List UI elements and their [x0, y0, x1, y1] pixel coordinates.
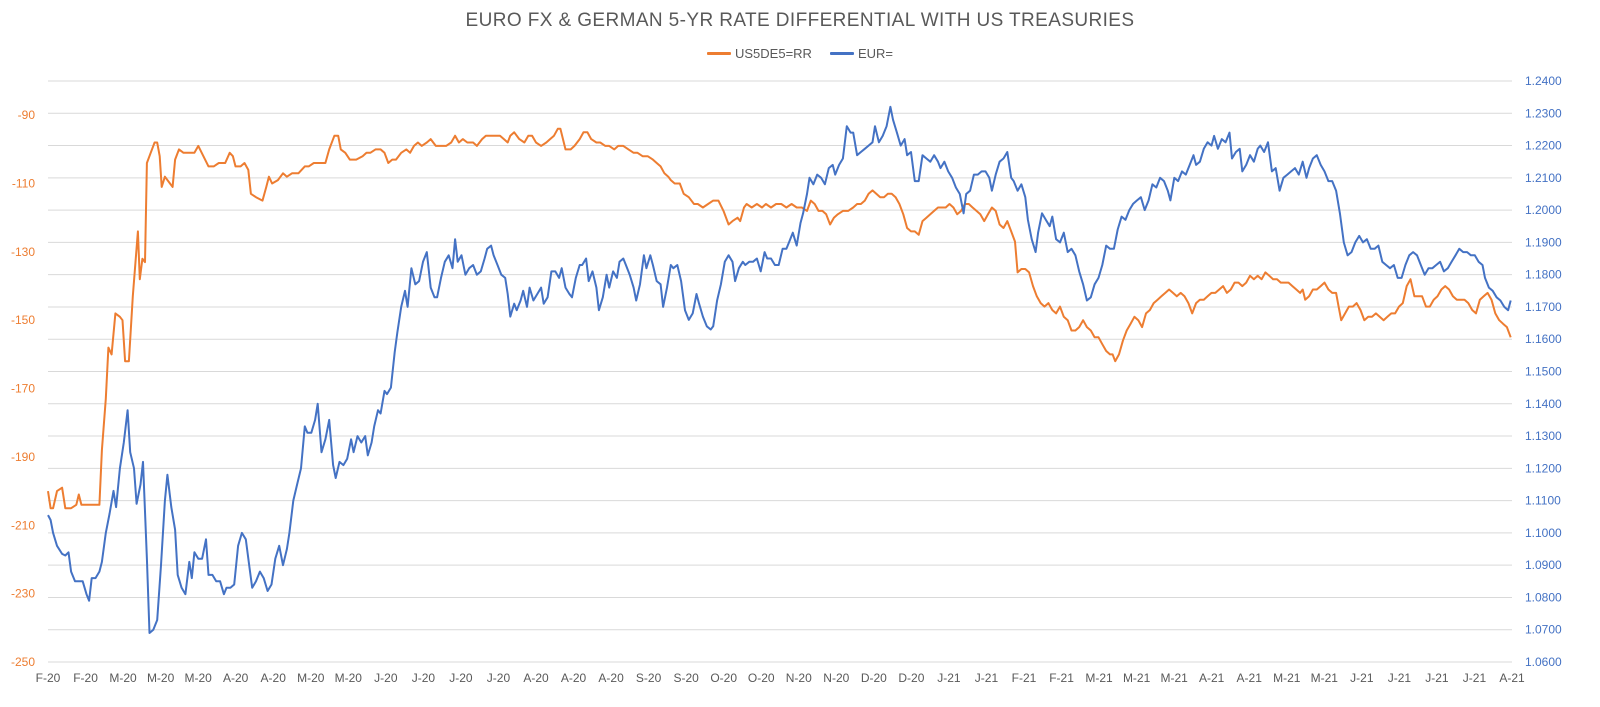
y-right-tick-label: 1.0600: [1525, 655, 1562, 669]
x-tick-label: A-20: [223, 671, 249, 685]
chart-legend: US5DE5=RR EUR=: [0, 46, 1600, 61]
x-tick-label: N-20: [786, 671, 812, 685]
y-right-tick-label: 1.1200: [1525, 461, 1562, 475]
x-tick-label: J-21: [1350, 671, 1374, 685]
x-tick-label: M-20: [335, 671, 363, 685]
x-tick-label: D-20: [898, 671, 924, 685]
x-tick-label: A-21: [1237, 671, 1263, 685]
x-tick-label: J-21: [937, 671, 961, 685]
x-tick-label: M-20: [184, 671, 212, 685]
y-left-tick-label: -230: [11, 587, 35, 601]
y-right-tick-label: 1.2000: [1525, 203, 1562, 217]
y-right-tick-label: 1.1100: [1525, 494, 1561, 508]
x-tick-label: F-20: [36, 671, 61, 685]
x-tick-label: J-20: [487, 671, 511, 685]
x-tick-label: A-21: [1499, 671, 1525, 685]
y-right-tick-label: 1.1300: [1525, 429, 1562, 443]
y-right-tick-label: 1.1900: [1525, 235, 1562, 249]
x-tick-label: J-21: [1425, 671, 1449, 685]
series-line-rate-differential: [47, 127, 1512, 510]
x-tick-label: A-21: [1199, 671, 1225, 685]
legend-label-rate-differential: US5DE5=RR: [735, 46, 812, 61]
y-right-tick-label: 1.1400: [1525, 397, 1562, 411]
x-tick-label: F-21: [1049, 671, 1074, 685]
chart-title: EURO FX & GERMAN 5-YR RATE DIFFERENTIAL …: [465, 10, 1135, 31]
y-left-tick-label: -130: [11, 245, 35, 259]
x-tick-label: D-20: [861, 671, 887, 685]
x-tick-label: M-21: [1311, 671, 1339, 685]
x-tick-label: F-21: [1012, 671, 1037, 685]
x-tick-label: A-20: [261, 671, 287, 685]
x-tick-label: M-21: [1273, 671, 1301, 685]
x-tick-label: J-21: [1463, 671, 1487, 685]
y-left-tick-label: -110: [12, 177, 35, 191]
x-tick-label: J-20: [412, 671, 436, 685]
x-tick-label: M-20: [297, 671, 325, 685]
legend-item-rate-differential: US5DE5=RR: [707, 46, 812, 61]
y-left-tick-label: -90: [18, 108, 36, 122]
x-tick-label: O-20: [710, 671, 737, 685]
x-tick-label: M-20: [109, 671, 137, 685]
y-left-tick-label: -170: [11, 382, 35, 396]
legend-swatch-blue: [829, 52, 854, 55]
y-right-tick-label: 1.2200: [1525, 139, 1562, 153]
y-left-tick-label: -190: [11, 450, 35, 464]
legend-label-eurusd: EUR=: [857, 46, 893, 61]
y-right-tick-label: 1.0800: [1525, 590, 1562, 604]
x-tick-label: S-20: [636, 671, 662, 685]
legend-item-eurusd: EUR=: [829, 46, 893, 61]
legend-swatch-orange: [707, 52, 731, 55]
series-line-eurusd: [47, 105, 1512, 634]
y-right-tick-label: 1.2300: [1525, 106, 1562, 120]
x-tick-label: N-20: [823, 671, 849, 685]
x-tick-label: M-21: [1123, 671, 1151, 685]
x-tick-label: S-20: [673, 671, 699, 685]
y-left-tick-label: -150: [11, 313, 35, 327]
x-tick-label: M-21: [1160, 671, 1188, 685]
y-right-tick-label: 1.2400: [1525, 74, 1562, 88]
x-tick-label: F-20: [73, 671, 98, 685]
x-tick-label: M-21: [1085, 671, 1113, 685]
y-right-tick-label: 1.1700: [1525, 300, 1562, 314]
y-right-tick-label: 1.0700: [1525, 623, 1562, 637]
x-tick-label: O-20: [748, 671, 775, 685]
x-tick-label: A-20: [561, 671, 587, 685]
y-left-tick-label: -210: [11, 518, 35, 532]
y-right-tick-label: 1.1500: [1525, 365, 1562, 379]
x-tick-label: A-20: [523, 671, 549, 685]
y-right-tick-label: 1.1600: [1525, 332, 1562, 346]
x-tick-label: J-20: [374, 671, 398, 685]
y-left-tick-label: -250: [11, 655, 35, 669]
y-right-tick-label: 1.1000: [1525, 526, 1562, 540]
x-tick-label: J-20: [449, 671, 473, 685]
x-tick-label: M-20: [147, 671, 175, 685]
y-right-tick-label: 1.1800: [1525, 268, 1562, 282]
y-right-tick-label: 1.0900: [1525, 558, 1562, 572]
x-tick-label: J-21: [1388, 671, 1412, 685]
y-right-tick-label: 1.2100: [1525, 171, 1562, 185]
x-tick-label: J-21: [975, 671, 999, 685]
x-tick-label: A-20: [598, 671, 624, 685]
